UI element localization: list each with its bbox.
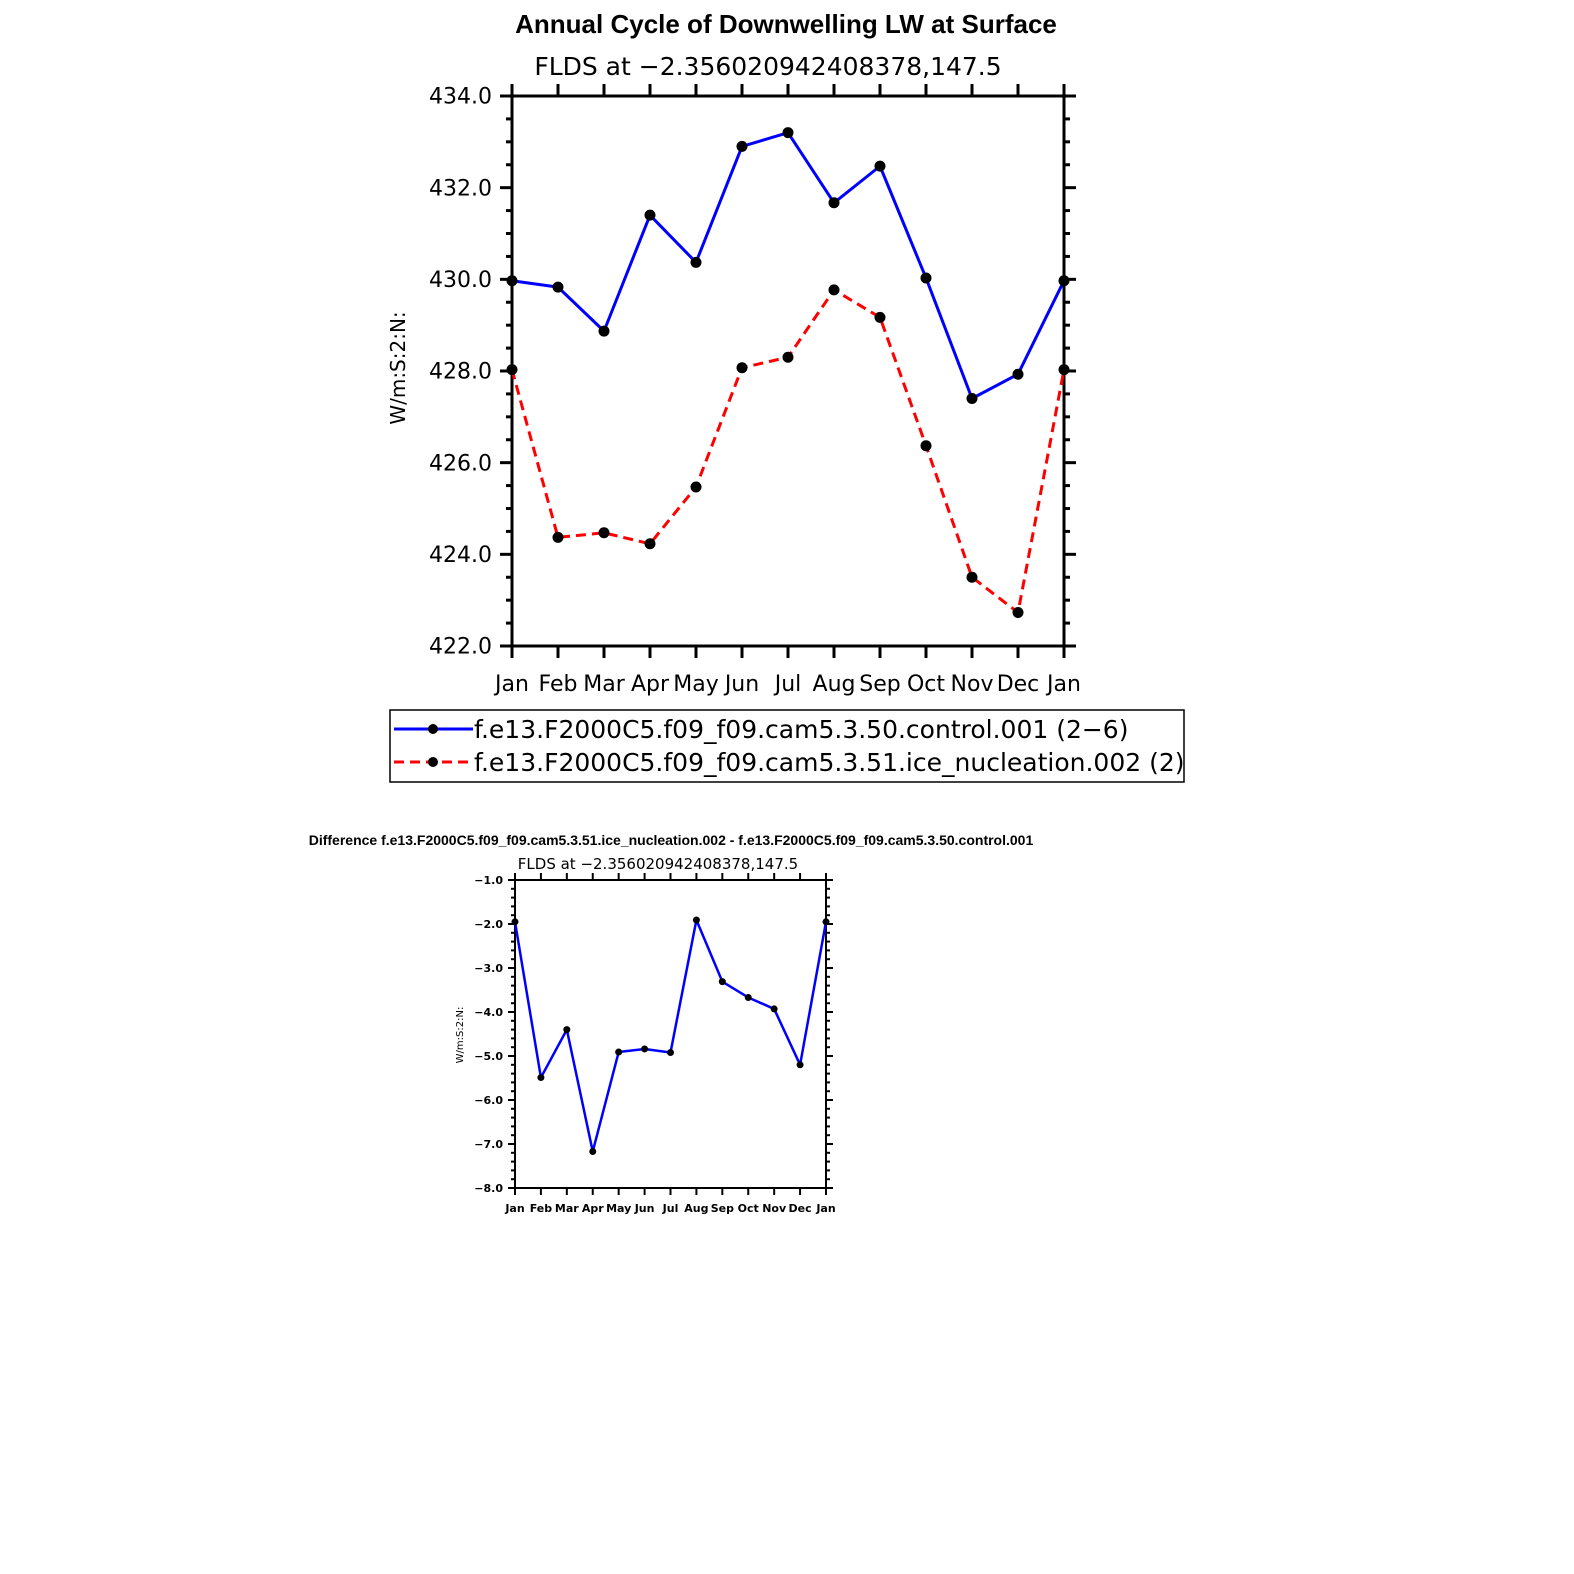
data-point-0 — [1012, 368, 1024, 380]
diff-plot-frame — [514, 879, 827, 1189]
diff-data-point-0 — [822, 918, 830, 926]
plot-area-top: Jan Feb Mar Apr May Jun Jul Aug Sep Oct Nov Dec Jan4… — [429, 84, 1081, 697]
x-tick-label: Jun — [723, 672, 759, 697]
legend-box — [389, 709, 1185, 783]
data-point-1 — [1058, 364, 1070, 376]
diff-data-point-0 — [511, 918, 519, 926]
x-tick-label: Aug — [813, 672, 856, 697]
series-line-1 — [510, 288, 1066, 615]
diff-data-point-0 — [770, 1005, 778, 1013]
y-tick-label: 430.0 — [429, 268, 492, 293]
diff-x-tick-label: Oct — [738, 1202, 759, 1215]
data-point-1 — [736, 362, 748, 374]
diff-y-tick-label: −2.0 — [474, 918, 503, 931]
diff-x-tick-label: Sep — [711, 1202, 734, 1215]
y-tick-label: 424.0 — [429, 543, 492, 568]
x-tick-label: Feb — [539, 672, 578, 697]
data-point-1 — [506, 364, 518, 376]
diff-series-line-0 — [513, 918, 828, 1153]
diff-y-tick-label: −6.0 — [474, 1094, 503, 1107]
x-tick-label: Jul — [773, 672, 802, 697]
plot-area-diff: Jan Feb Mar Apr May Jun Jul Aug Sep Oct Nov Dec Jan−… — [474, 873, 836, 1215]
diff-data-point-0 — [589, 1147, 597, 1155]
x-tick-label: Nov — [951, 672, 994, 697]
diff-x-tick-label: Jan — [504, 1202, 524, 1215]
diff-x-tick-label: Jul — [662, 1202, 679, 1215]
diff-y-tick-label: −3.0 — [474, 962, 503, 975]
data-point-0 — [874, 160, 886, 172]
diff-data-point-0 — [537, 1074, 545, 1082]
data-point-0 — [828, 197, 840, 209]
data-point-0 — [920, 272, 932, 284]
diff-y-tick-label: −5.0 — [474, 1050, 503, 1063]
x-tick-label: Mar — [583, 672, 625, 697]
diff-x-tick-label: Dec — [789, 1202, 812, 1215]
x-tick-label: May — [673, 672, 718, 697]
data-point-0 — [506, 275, 518, 287]
diff-chart-title: Difference f.e13.F2000C5.f09_f09.cam5.3.… — [309, 832, 1034, 848]
data-point-1 — [920, 440, 932, 452]
data-point-1 — [874, 311, 886, 323]
y-tick-label: 432.0 — [429, 176, 492, 201]
data-point-1 — [552, 531, 564, 543]
data-point-0 — [736, 140, 748, 152]
y-tick-label: 426.0 — [429, 451, 492, 476]
diff-x-tick-label: Aug — [684, 1202, 708, 1215]
diff-x-tick-label: Feb — [530, 1202, 553, 1215]
x-tick-label: Apr — [631, 672, 670, 697]
diff-data-point-0 — [615, 1048, 623, 1056]
data-point-0 — [1058, 275, 1070, 287]
legend-label-ice-nucleation: f.e13.F2000C5.f09_f09.cam5.3.51.ice_nucl… — [474, 748, 1185, 777]
chart-subtitle: FLDS at −2.356020942408378,147.5 — [534, 52, 1001, 81]
data-point-1 — [782, 351, 794, 363]
data-point-1 — [828, 284, 840, 296]
x-tick-label: Jan — [1045, 672, 1081, 697]
data-point-1 — [644, 538, 656, 550]
diff-data-point-0 — [796, 1061, 804, 1069]
y-tick-label: 422.0 — [429, 635, 492, 660]
x-tick-label: Sep — [859, 672, 900, 697]
data-point-0 — [644, 209, 656, 221]
data-point-1 — [690, 481, 702, 493]
diff-x-tick-label: Apr — [582, 1202, 604, 1215]
data-point-0 — [782, 127, 794, 139]
data-point-0 — [966, 393, 978, 404]
data-point-0 — [598, 325, 610, 337]
diff-data-point-0 — [641, 1045, 649, 1053]
data-point-0 — [690, 256, 702, 268]
x-tick-label: Oct — [907, 672, 945, 697]
legend: f.e13.F2000C5.f09_f09.cam5.3.50.control.… — [389, 709, 1185, 783]
diff-y-tick-label: −7.0 — [474, 1138, 503, 1151]
data-point-1 — [1012, 607, 1024, 619]
plot-frame — [510, 94, 1066, 648]
diff-x-tick-label: Nov — [762, 1202, 787, 1215]
diff-data-point-0 — [667, 1048, 674, 1056]
diff-y-tick-label: −4.0 — [474, 1006, 503, 1019]
legend-marker-ice-nucleation — [428, 757, 438, 767]
legend-label-control: f.e13.F2000C5.f09_f09.cam5.3.50.control.… — [474, 715, 1128, 744]
diff-x-tick-label: Jan — [815, 1202, 835, 1215]
diff-data-point-0 — [718, 978, 726, 986]
x-tick-label: Jan — [493, 672, 529, 697]
diff-chart-subtitle: FLDS at −2.356020942408378,147.5 — [518, 855, 798, 873]
y-tick-label: 434.0 — [429, 85, 492, 110]
data-point-1 — [598, 527, 610, 539]
diff-x-tick-label: Jun — [634, 1202, 655, 1215]
x-tick-label: Dec — [997, 672, 1040, 697]
y-axis-label: W/m:S:2:N: — [386, 311, 410, 424]
diff-data-point-0 — [744, 993, 752, 1001]
diff-data-point-0 — [692, 916, 700, 924]
diff-x-tick-label: May — [606, 1202, 631, 1215]
chart-title: Annual Cycle of Downwelling LW at Surfac… — [515, 9, 1057, 39]
diff-x-tick-label: Mar — [555, 1202, 579, 1215]
diff-y-tick-label: −1.0 — [474, 874, 503, 887]
y-tick-label: 428.0 — [429, 360, 492, 385]
data-point-1 — [966, 571, 978, 583]
legend-marker-control — [428, 724, 438, 734]
data-point-0 — [552, 281, 564, 293]
diff-y-tick-label: −8.0 — [474, 1182, 503, 1195]
diff-y-axis-label: W/m:S:2:N: — [455, 1007, 466, 1064]
diff-data-point-0 — [563, 1026, 571, 1034]
